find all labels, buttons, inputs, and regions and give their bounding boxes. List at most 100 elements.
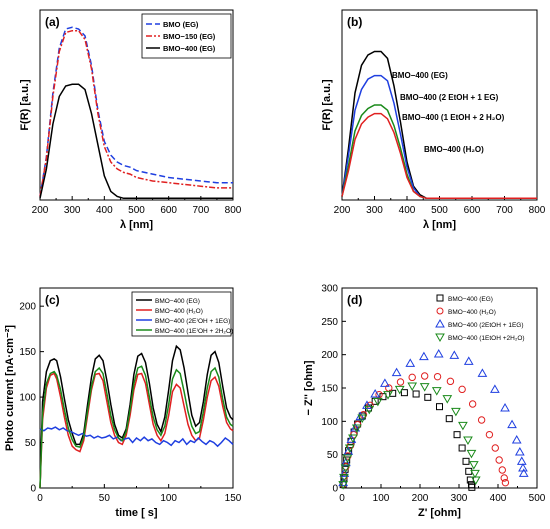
plot-frame	[341, 9, 538, 201]
x-axis-label: Z' [ohm]	[418, 507, 461, 519]
x-tick-label: 400	[399, 205, 416, 216]
x-tick-label: 600	[160, 205, 177, 216]
x-tick-label: 100	[373, 493, 390, 504]
y-tick-label: 50	[327, 450, 339, 461]
x-tick-label: 150	[225, 493, 242, 504]
series-label: BMO−400 (EG)	[392, 71, 448, 80]
data-point	[350, 422, 361, 432]
x-tick-label: 50	[99, 493, 111, 504]
data-point	[400, 389, 408, 397]
data-point	[453, 431, 461, 439]
series-line	[39, 344, 234, 489]
data-point	[458, 385, 466, 394]
data-point	[498, 466, 506, 474]
series-line	[39, 365, 234, 489]
data-point	[436, 403, 443, 411]
x-tick-label: 200	[334, 205, 351, 216]
data-point	[446, 377, 455, 386]
x-tick-label: 800	[225, 205, 242, 216]
data-point	[511, 434, 522, 444]
data-point	[419, 351, 429, 361]
data-point	[477, 368, 488, 377]
data-point	[424, 393, 432, 401]
x-tick-label: 0	[339, 493, 345, 504]
x-tick-label: 0	[37, 493, 43, 504]
y-tick-label: 50	[25, 438, 37, 449]
y-tick-label: 200	[321, 350, 338, 361]
data-point	[344, 444, 355, 454]
panel-label: (c)	[45, 293, 60, 307]
data-point	[470, 476, 481, 486]
legend-marker	[435, 318, 445, 328]
data-point	[338, 481, 349, 490]
y-tick-label: 300	[321, 284, 338, 295]
data-point	[389, 389, 397, 397]
data-point	[500, 474, 508, 482]
legend-label: BMO−400 (H₂O)	[448, 309, 496, 316]
x-axis-label: λ [nm]	[120, 219, 153, 231]
data-point	[342, 454, 353, 464]
data-point	[495, 456, 503, 464]
data-point	[405, 358, 416, 367]
legend-label: BMO (EG)	[163, 20, 199, 29]
panel-label: (b)	[347, 15, 362, 29]
data-point	[470, 469, 480, 479]
series-line	[39, 29, 233, 197]
y-tick-label: 150	[321, 384, 338, 395]
legend-label: BMO−400 (EG)	[163, 44, 216, 53]
data-point	[412, 390, 420, 398]
data-point	[380, 378, 390, 387]
chart-panel: 0 100 200 300 400 500 0 50 100 150 200 250 300 Z' [oh…	[303, 284, 546, 520]
data-point	[468, 483, 476, 491]
data-point	[407, 382, 418, 392]
data-point	[346, 434, 357, 443]
legend-label: BMO−400 (2E⁾OH + 1EG)	[155, 317, 230, 325]
data-point	[433, 372, 442, 381]
data-point	[516, 456, 527, 465]
data-point	[442, 395, 453, 404]
y-tick-label: 0	[332, 484, 338, 495]
series-label: BMO−400 (H₂O)	[424, 145, 484, 154]
y-tick-label: 100	[321, 417, 338, 428]
data-point	[339, 468, 350, 477]
data-point	[339, 473, 349, 483]
data-point	[466, 449, 477, 459]
data-point	[379, 393, 387, 401]
chart-panel: 200 300 400 500 600 700 800 λ [nm] F(R) [a.u.] (a…	[19, 9, 242, 231]
y-axis-label: F(R) [a.u.]	[321, 79, 333, 131]
series-line	[39, 26, 233, 197]
data-point	[355, 411, 366, 421]
data-point	[419, 383, 430, 392]
data-point	[373, 397, 383, 407]
x-tick-label: 200	[412, 493, 429, 504]
data-point	[343, 456, 351, 464]
data-point	[507, 419, 517, 429]
data-point	[351, 424, 362, 434]
data-point	[462, 457, 470, 465]
legend-marker	[436, 294, 444, 302]
data-point	[348, 434, 358, 444]
x-tick-label: 400	[490, 493, 507, 504]
data-point	[468, 400, 477, 408]
series-line	[39, 426, 234, 448]
x-tick-label: 500	[529, 493, 546, 504]
y-tick-label: 250	[321, 317, 338, 328]
data-point	[501, 478, 510, 487]
legend-label: BMO−400 (1EtOH +2H₂O)	[448, 335, 525, 342]
data-point	[490, 384, 500, 393]
data-point	[514, 446, 525, 456]
y-tick-label: 200	[19, 302, 36, 313]
data-point	[431, 387, 442, 396]
panel-label: (a)	[45, 15, 60, 29]
data-point	[391, 367, 402, 377]
x-tick-label: 500	[431, 205, 448, 216]
y-axis-label: − Z'' [ohm]	[303, 360, 315, 415]
legend-label: BMO−400 (EG)	[155, 298, 200, 305]
y-tick-label: 0	[30, 484, 36, 495]
data-point	[370, 388, 381, 398]
y-axis-label: F(R) [a.u.]	[19, 79, 31, 131]
y-axis-label: Photo current [nA·cm⁻²]	[4, 325, 16, 452]
legend-label: BMO−400 (EG)	[448, 296, 493, 303]
x-tick-label: 600	[464, 205, 481, 216]
data-point	[396, 378, 405, 386]
